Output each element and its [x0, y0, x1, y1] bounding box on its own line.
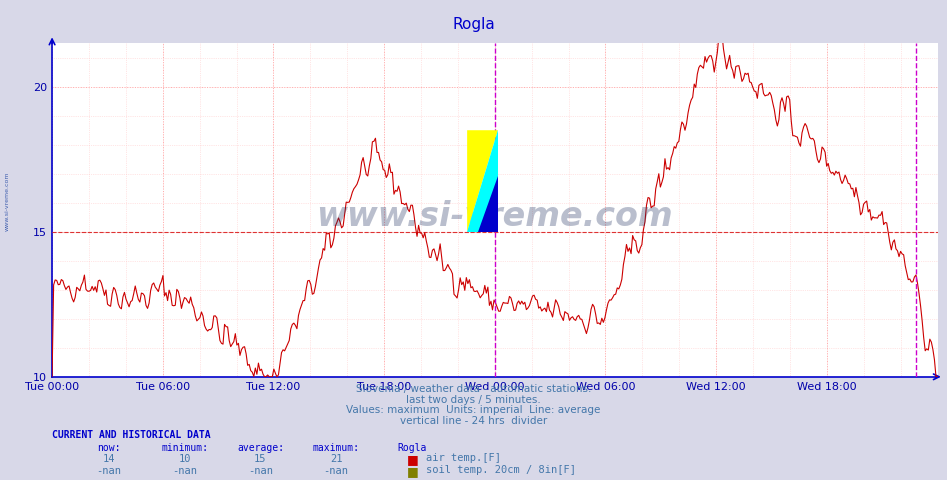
- Text: 15: 15: [254, 454, 267, 464]
- Text: Rogla: Rogla: [397, 443, 427, 453]
- Polygon shape: [478, 176, 498, 232]
- Text: -nan: -nan: [324, 466, 348, 476]
- Polygon shape: [467, 130, 498, 232]
- Text: Rogla: Rogla: [452, 17, 495, 32]
- Text: 10: 10: [178, 454, 191, 464]
- Text: www.si-vreme.com: www.si-vreme.com: [5, 172, 10, 231]
- Text: Slovenia / weather data - automatic stations.: Slovenia / weather data - automatic stat…: [356, 384, 591, 394]
- Text: average:: average:: [237, 443, 284, 453]
- Text: now:: now:: [98, 443, 120, 453]
- Text: 21: 21: [330, 454, 343, 464]
- Text: CURRENT AND HISTORICAL DATA: CURRENT AND HISTORICAL DATA: [52, 430, 211, 440]
- Text: minimum:: minimum:: [161, 443, 208, 453]
- Text: www.si-vreme.com: www.si-vreme.com: [316, 200, 673, 233]
- Text: last two days / 5 minutes.: last two days / 5 minutes.: [406, 395, 541, 405]
- Text: ■: ■: [407, 453, 419, 466]
- Text: -nan: -nan: [97, 466, 121, 476]
- Text: soil temp. 20cm / 8in[F]: soil temp. 20cm / 8in[F]: [426, 465, 576, 475]
- Text: Values: maximum  Units: imperial  Line: average: Values: maximum Units: imperial Line: av…: [347, 405, 600, 415]
- Text: maximum:: maximum:: [313, 443, 360, 453]
- Text: 14: 14: [102, 454, 116, 464]
- Text: -nan: -nan: [248, 466, 273, 476]
- Text: vertical line - 24 hrs  divider: vertical line - 24 hrs divider: [400, 416, 547, 426]
- Text: air temp.[F]: air temp.[F]: [426, 453, 501, 463]
- Text: ■: ■: [407, 465, 419, 478]
- Polygon shape: [467, 130, 498, 232]
- Text: -nan: -nan: [172, 466, 197, 476]
